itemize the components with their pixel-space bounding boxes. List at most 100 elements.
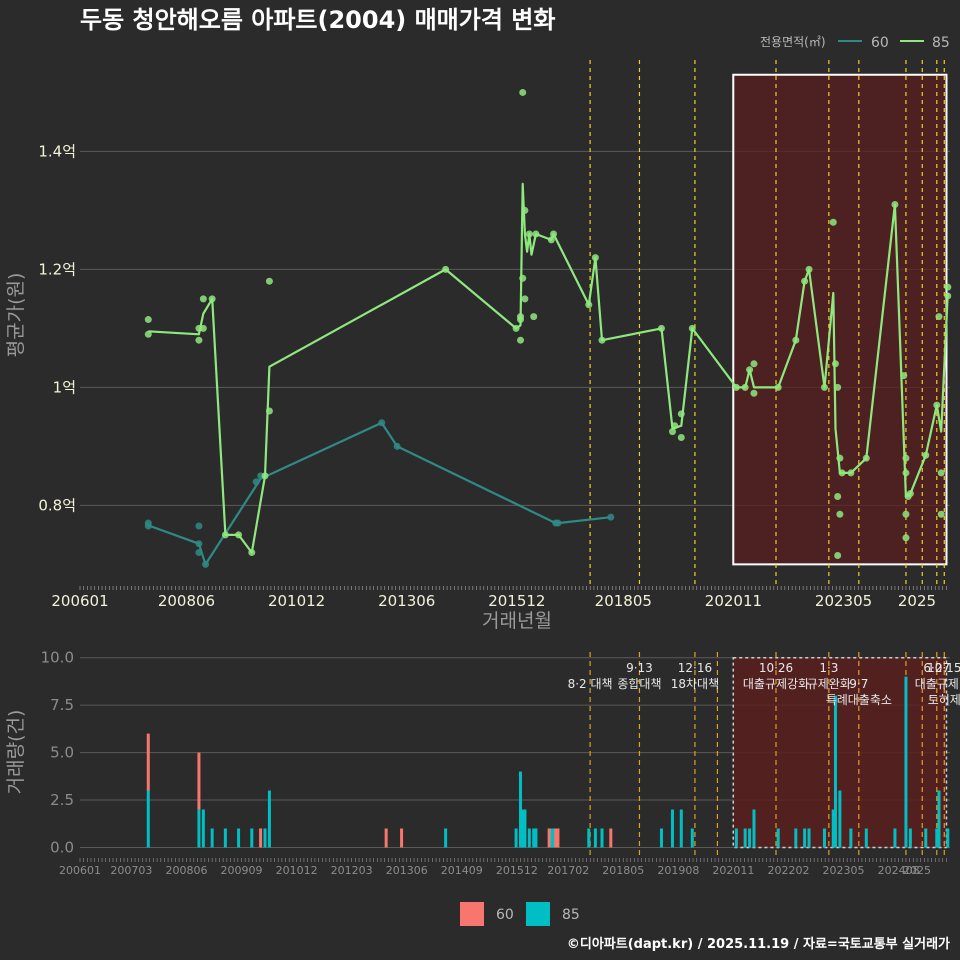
series-point-85: [902, 534, 910, 542]
series-point-85: [517, 336, 525, 344]
policy-label: 대출규제: [915, 677, 959, 691]
bar-85: [587, 828, 591, 848]
bar-85: [223, 828, 227, 848]
bar-85: [600, 828, 604, 848]
bottom-x-tick-label: 202408: [878, 864, 920, 877]
series-point-85: [677, 410, 685, 418]
series-point-85: [732, 383, 740, 391]
bar-85: [521, 809, 525, 848]
bar-85: [263, 828, 267, 848]
bottom-x-tick-label: 200601: [59, 864, 101, 877]
series-point-85: [521, 206, 529, 214]
bar-85: [201, 809, 205, 848]
series-point-85: [221, 531, 229, 539]
top-x-tick-label: 200601: [51, 592, 108, 610]
bar-85: [523, 809, 527, 848]
series-point-85: [906, 490, 914, 498]
policy-label: 9·7: [849, 677, 868, 691]
series-point-85: [519, 88, 527, 96]
bar-85: [237, 828, 241, 848]
series-point-60: [144, 522, 152, 530]
legend-top: 전용면적(㎡) 60 85: [760, 35, 950, 51]
bar-85: [519, 771, 523, 848]
bar-85: [807, 828, 811, 848]
series-point-85: [935, 313, 943, 321]
bar-60: [259, 828, 263, 848]
series-point-85: [902, 469, 910, 477]
bar-85: [659, 828, 663, 848]
bar-85: [849, 828, 853, 848]
bar-85: [444, 828, 448, 848]
bar-85: [752, 809, 756, 848]
bar-85: [549, 828, 553, 848]
series-point-85: [265, 277, 273, 285]
legend-bottom: 60 85: [460, 902, 580, 926]
price-panel: 0.8억 1억 1.2억 1.4억 200601 200806 201012 201306 20…: [38, 60, 952, 610]
bottom-x-tick-label: 201306: [386, 864, 428, 877]
bottom-x-tick-label: 202202: [767, 864, 809, 877]
series-point-60: [195, 522, 203, 530]
series-point-85: [944, 292, 952, 300]
top-x-tick-label: 200806: [158, 592, 215, 610]
top-y-axis-title: 평균가(원): [5, 273, 27, 358]
series-point-85: [512, 324, 520, 332]
policy-label: 종합대책: [617, 676, 661, 691]
policy-label: 특례대출축소: [826, 693, 892, 707]
bar-85: [776, 828, 780, 848]
policy-label: 토허제: [928, 693, 960, 707]
series-point-85: [265, 407, 273, 415]
series-point-60: [378, 419, 386, 427]
series-point-85: [922, 451, 930, 459]
legend-bottom-swatch-85: [526, 902, 550, 926]
bar-85: [864, 828, 868, 848]
series-point-60: [195, 549, 203, 557]
top-y-tick-label: 1억: [53, 378, 76, 396]
series-point-85: [657, 324, 665, 332]
top-x-tick-label: 201306: [378, 592, 435, 610]
bottom-x-tick-label: 200703: [110, 864, 152, 877]
bar-85: [831, 809, 835, 848]
policy-label: 6·27: [923, 661, 950, 675]
series-point-60: [607, 513, 615, 521]
series-point-85: [598, 336, 606, 344]
bottom-x-tick-label: 201203: [331, 864, 373, 877]
top-y-tick-label: 1.4억: [38, 142, 76, 160]
series-point-85: [834, 552, 842, 560]
bar-85: [946, 828, 950, 848]
series-point-85: [144, 330, 152, 338]
policy-label: 대출규제강화: [743, 677, 809, 691]
series-point-85: [261, 472, 269, 480]
bar-85: [527, 828, 531, 848]
bar-85: [748, 828, 752, 848]
policy-label: 10·15: [927, 661, 960, 675]
series-point-85: [741, 383, 749, 391]
bar-60: [556, 828, 560, 848]
bar-85: [734, 828, 738, 848]
bar-85: [935, 828, 939, 848]
policy-label: 9·13: [626, 661, 653, 675]
series-point-85: [671, 422, 679, 430]
series-point-85: [668, 428, 676, 436]
series-point-85: [834, 493, 842, 501]
series-point-85: [144, 316, 152, 324]
bottom-x-tick-label: 201702: [547, 864, 589, 877]
series-point-85: [862, 454, 870, 462]
bottom-y-tick-label: 2.5: [50, 791, 74, 809]
series-point-85: [547, 236, 555, 244]
top-x-tick-label: 202011: [705, 592, 762, 610]
bar-85: [908, 828, 912, 848]
series-point-60: [202, 560, 210, 568]
series-point-85: [532, 230, 540, 238]
series-point-85: [792, 336, 800, 344]
series-line-85: [148, 182, 949, 554]
series-point-85: [248, 549, 256, 557]
series-point-85: [199, 324, 207, 332]
series-point-85: [519, 274, 527, 282]
series-point-85: [937, 510, 945, 518]
bar-85: [534, 828, 538, 848]
bar-85: [833, 695, 837, 848]
series-point-85: [585, 301, 593, 309]
top-x-tick-label: 201512: [488, 592, 545, 610]
bar-85: [210, 828, 214, 848]
